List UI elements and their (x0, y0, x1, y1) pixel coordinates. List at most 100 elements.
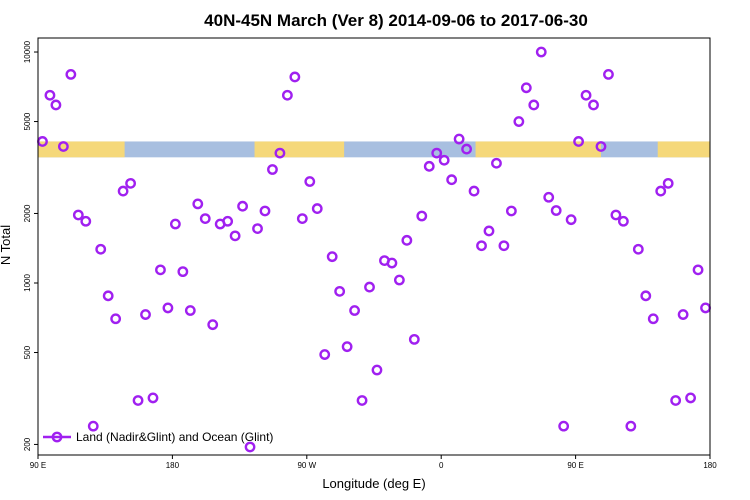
data-point (237, 200, 248, 212)
data-point (416, 210, 428, 222)
data-point (65, 69, 77, 80)
y-axis-label: N Total (0, 225, 13, 265)
y-tick-label: 2000 (23, 204, 32, 222)
data-point (617, 215, 629, 227)
y-tick-label: 200 (23, 437, 32, 451)
data-point (401, 234, 413, 246)
y-axis: 200 500 1000 2000 5000 10000 (23, 40, 38, 451)
data-point (423, 160, 435, 172)
data-point (95, 243, 107, 255)
data-point (177, 266, 189, 278)
data-point (550, 205, 562, 216)
y-tick-label: 5000 (23, 112, 32, 130)
data-point (267, 164, 278, 175)
data-point (132, 395, 144, 406)
data-point (356, 395, 368, 406)
legend: Land (Nadir&Glint) and Ocean (Glint) (43, 430, 273, 444)
data-point (408, 333, 420, 345)
land-segment (475, 141, 601, 158)
data-point (72, 209, 84, 221)
data-point (528, 99, 540, 111)
data-point (274, 147, 286, 159)
data-point (371, 364, 383, 376)
data-point (184, 305, 196, 316)
x-tick-label: 180 (703, 461, 717, 470)
x-tick-label: 180 (166, 461, 180, 470)
data-point (446, 174, 458, 186)
data-point (573, 136, 584, 147)
data-point (520, 82, 532, 94)
data-point (80, 215, 92, 227)
data-point (125, 177, 136, 189)
data-point (199, 213, 211, 225)
land-segment (38, 141, 125, 158)
data-point (476, 240, 487, 252)
data-point (632, 243, 644, 255)
y-tick-label: 1000 (23, 274, 32, 292)
data-point (640, 290, 652, 302)
data-point (311, 203, 323, 214)
data-point (117, 185, 129, 197)
data-point (498, 240, 510, 252)
legend-marker (51, 431, 63, 443)
data-point (252, 223, 263, 234)
data-point (192, 198, 204, 210)
data-point (57, 141, 69, 152)
data-point (588, 99, 599, 111)
data-point (155, 264, 166, 276)
data-point (677, 309, 689, 320)
x-tick-label: 90 E (30, 461, 46, 470)
data-point (483, 225, 495, 237)
y-tick-label: 10000 (23, 40, 32, 63)
x-tick-label: 90 W (297, 461, 316, 470)
data-point (491, 157, 502, 169)
data-point (207, 319, 219, 331)
data-point (281, 89, 293, 101)
data-point (222, 215, 234, 227)
data-point (110, 313, 122, 325)
x-axis-label: Longitude (deg E) (322, 476, 425, 491)
data-point (461, 143, 472, 155)
data-point (438, 154, 450, 166)
data-point (44, 89, 56, 101)
ocean-band (38, 141, 710, 158)
data-point (655, 185, 667, 197)
data-point (603, 69, 614, 80)
data-point (304, 176, 316, 187)
data-point (229, 230, 241, 242)
data-point (685, 392, 696, 404)
data-point (543, 191, 555, 203)
y-tick-label: 500 (23, 345, 32, 359)
data-point (326, 251, 338, 263)
x-tick-label: 0 (439, 461, 444, 470)
data-point (558, 420, 570, 432)
data-point (259, 205, 271, 217)
x-tick-label: 90 E (567, 461, 583, 470)
data-point (670, 395, 682, 406)
data-point (50, 99, 62, 111)
data-point (453, 133, 465, 145)
data-point (700, 302, 711, 314)
data-point (505, 205, 517, 217)
data-point (580, 89, 592, 101)
data-point (319, 349, 331, 360)
data-point (162, 302, 174, 314)
land-ocean-strip (38, 141, 710, 158)
data-point (535, 46, 547, 58)
data-point (296, 213, 308, 225)
data-point (513, 116, 525, 127)
data-point (393, 274, 405, 286)
data-point (386, 257, 398, 269)
data-point (364, 281, 375, 293)
data-point (334, 285, 346, 297)
data-point (349, 305, 360, 316)
data-point (595, 141, 607, 152)
chart-title: 40N-45N March (Ver 8) 2014-09-06 to 2017… (204, 11, 588, 30)
data-point (565, 214, 577, 226)
legend-label: Land (Nadir&Glint) and Ocean (Glint) (76, 430, 273, 444)
data-point (431, 147, 443, 159)
land-segment (254, 141, 345, 158)
data-point (692, 264, 704, 276)
data-point (87, 420, 99, 432)
